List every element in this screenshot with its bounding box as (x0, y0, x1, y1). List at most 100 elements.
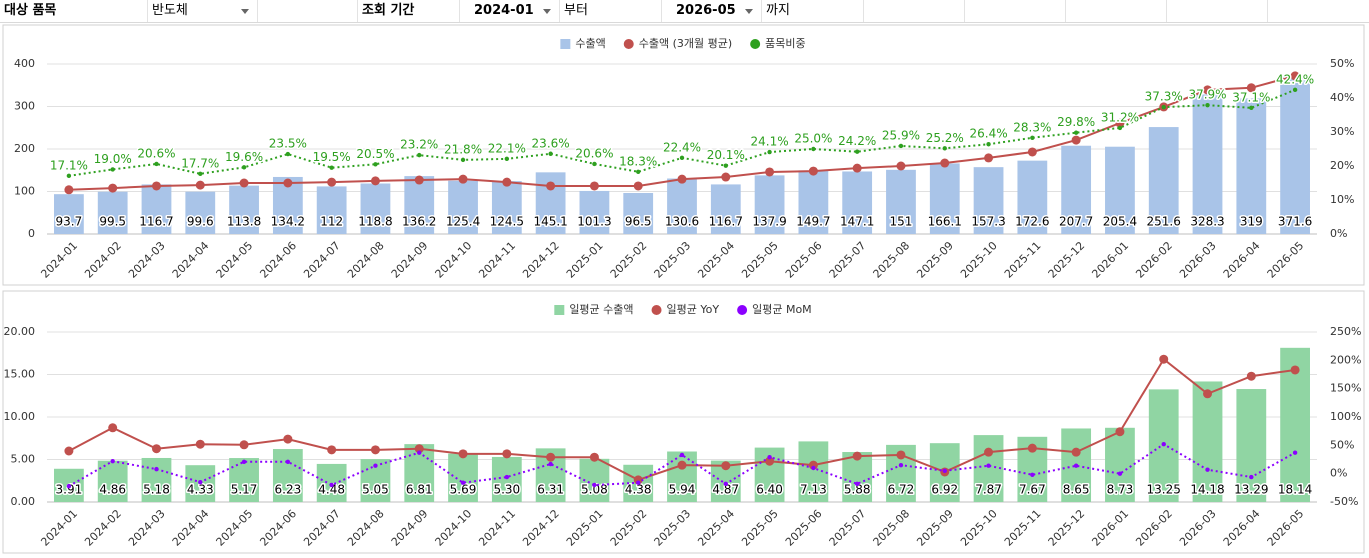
data-label: 25.2% (926, 131, 964, 145)
data-label: 328.3 (1190, 215, 1224, 229)
marker (460, 480, 466, 485)
bar (667, 178, 697, 234)
data-label: 37.9% (1188, 88, 1226, 102)
data-label: 28.3% (1013, 120, 1051, 134)
marker (679, 452, 685, 458)
bar (973, 435, 1004, 502)
data-label: 207.7 (1059, 215, 1093, 229)
item-label: 대상 품목 (0, 0, 148, 22)
marker (502, 177, 512, 187)
marker (458, 174, 468, 184)
marker (808, 166, 818, 176)
bar (185, 191, 216, 234)
marker (198, 479, 203, 485)
data-label: 96.5 (625, 215, 652, 229)
data-label: 319 (1240, 215, 1263, 229)
marker (854, 481, 860, 487)
data-label: 22.1% (488, 141, 526, 155)
bar (1061, 145, 1092, 234)
data-label: 14.18 (1190, 483, 1224, 497)
y2-tick-label: 150% (1330, 382, 1361, 395)
data-label: 18.14 (1278, 483, 1312, 497)
y-tick-label: 200 (14, 142, 35, 155)
marker (984, 447, 994, 457)
marker (677, 460, 687, 470)
bar (798, 441, 829, 502)
data-label: 7.13 (800, 483, 827, 497)
data-label: 23.6% (532, 136, 570, 150)
marker (64, 185, 74, 195)
data-label: 157.3 (971, 215, 1005, 229)
legend: 수출액 수출액 (3개월 평균) 품목비중 (560, 37, 806, 50)
bar (973, 167, 1004, 234)
marker (151, 444, 161, 454)
y2-tick-label: 200% (1330, 353, 1361, 366)
marker (417, 152, 422, 158)
data-label: 205.4 (1103, 215, 1137, 229)
data-label: 17.7% (181, 156, 219, 170)
marker (108, 423, 118, 433)
marker (1027, 147, 1037, 157)
bar (54, 194, 84, 234)
data-label: 7.87 (975, 483, 1002, 497)
bar (579, 190, 610, 234)
data-label: 8.73 (1107, 483, 1134, 497)
marker (108, 183, 118, 193)
marker (986, 142, 991, 147)
data-label: 4.38 (625, 483, 652, 497)
bar (1236, 98, 1267, 234)
data-label: 4.87 (712, 483, 739, 497)
bar (623, 192, 654, 234)
marker (327, 445, 337, 455)
bar (710, 184, 741, 234)
data-label: 25.9% (882, 128, 920, 142)
data-label: 151 (890, 215, 913, 229)
data-label: 25.0% (794, 132, 832, 146)
marker (679, 155, 685, 161)
data-label: 20.6% (137, 146, 175, 160)
data-label: 6.31 (537, 483, 564, 497)
marker (636, 169, 641, 174)
data-label: 371.6 (1278, 215, 1312, 229)
marker (1159, 354, 1169, 364)
y2-tick-label: 0% (1330, 467, 1347, 480)
end-select[interactable]: 2026-05 (662, 0, 762, 22)
data-label: 13.25 (1147, 483, 1181, 497)
marker (151, 181, 161, 191)
bar (97, 191, 128, 234)
bar (404, 176, 435, 234)
marker (1115, 118, 1125, 128)
marker (767, 149, 772, 155)
bar (360, 183, 391, 234)
data-label: 118.8 (358, 215, 392, 229)
data-label: 112 (320, 215, 343, 229)
y-tick-label: 20.00 (4, 325, 36, 338)
bar (1105, 146, 1135, 234)
bar (272, 449, 303, 502)
marker (808, 460, 818, 470)
marker (811, 146, 816, 152)
bar (842, 171, 873, 234)
bar (316, 186, 347, 234)
marker (414, 175, 424, 185)
data-label: 166.1 (928, 215, 962, 229)
marker (285, 459, 291, 464)
y2-tick-label: 250% (1330, 325, 1361, 338)
marker (546, 181, 556, 191)
y-tick-label: 0.00 (11, 495, 36, 508)
marker (195, 180, 205, 190)
y2-tick-label: 30% (1330, 125, 1354, 138)
legend-label: 일평균 수출액 (569, 302, 633, 316)
start-select[interactable]: 2024-01 (460, 0, 560, 22)
data-label: 31.2% (1101, 110, 1139, 124)
data-label: 5.18 (143, 483, 170, 497)
item-select[interactable]: 반도체 (148, 0, 258, 22)
data-label: 251.6 (1147, 215, 1181, 229)
data-label: 134.2 (271, 215, 305, 229)
cell (965, 0, 1066, 22)
marker (721, 172, 731, 182)
marker (329, 165, 334, 170)
cell (1066, 0, 1167, 22)
marker (1071, 447, 1081, 457)
data-label: 4.86 (99, 483, 126, 497)
